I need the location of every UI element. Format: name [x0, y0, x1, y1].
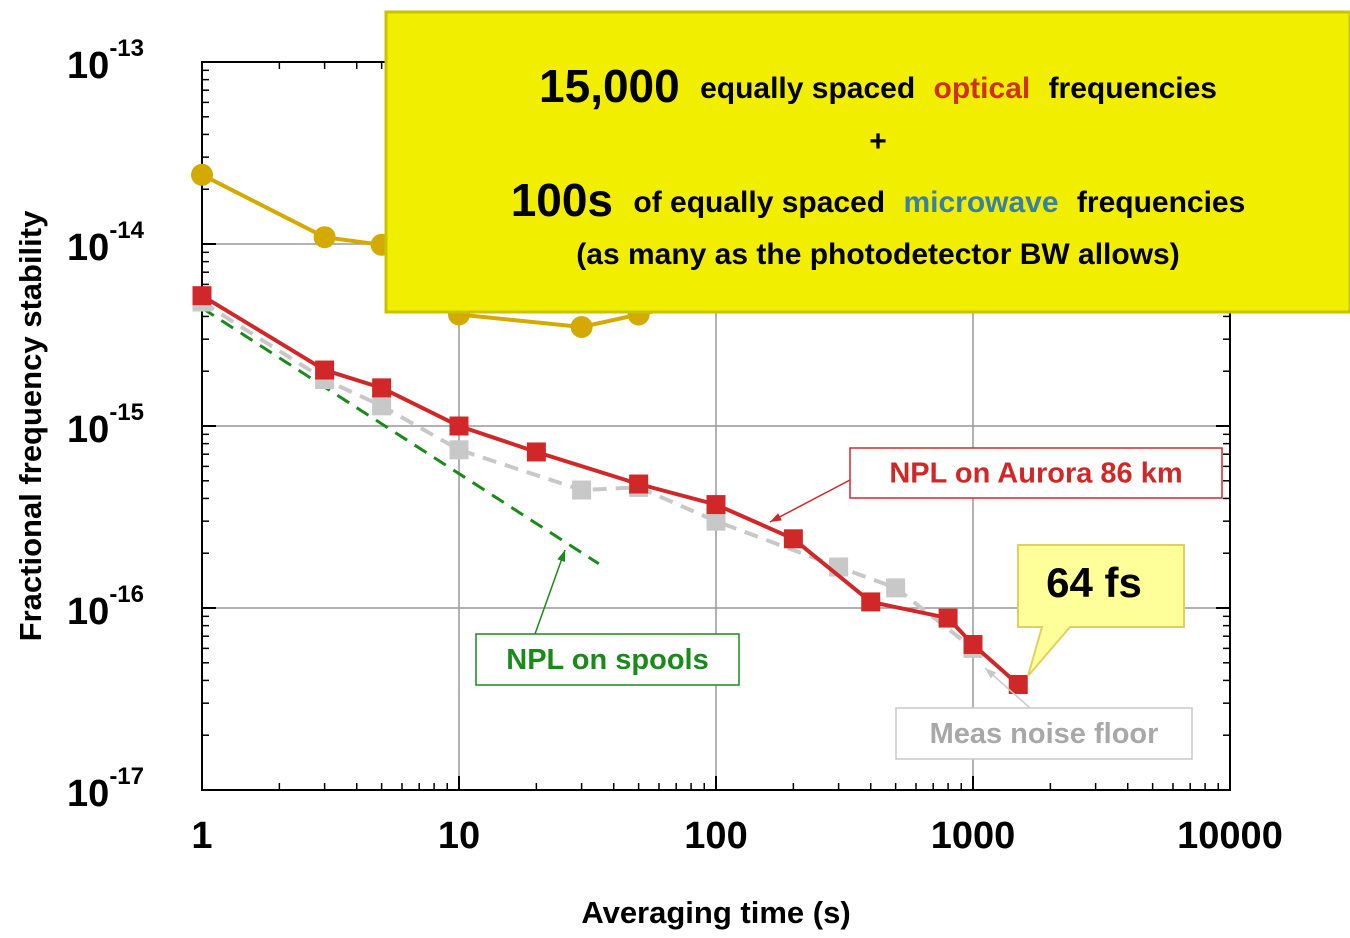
- marker: [572, 480, 592, 500]
- marker: [449, 440, 469, 460]
- marker: [629, 474, 649, 494]
- y-tick-base: 10: [67, 409, 109, 451]
- annotation-text: microwave: [903, 186, 1058, 219]
- marker: [706, 511, 726, 531]
- marker: [526, 442, 546, 462]
- annotation-text: 15,000: [539, 60, 680, 112]
- annotation-text: +: [869, 125, 887, 158]
- y-tick-label: 10-14: [67, 217, 145, 269]
- label-arrowhead: [770, 513, 782, 522]
- y-tick-base: 10: [67, 773, 109, 815]
- series-label: NPL on Aurora 86 km: [889, 458, 1182, 490]
- marker: [315, 360, 335, 380]
- marker: [191, 163, 213, 186]
- y-tick-label: 10-13: [67, 35, 144, 87]
- annotation-text: frequencies: [1077, 186, 1245, 219]
- y-tick-exponent: -17: [109, 763, 144, 790]
- marker: [372, 378, 392, 398]
- label-arrow: [769, 479, 851, 523]
- y-tick-base: 10: [67, 227, 109, 269]
- marker: [313, 226, 336, 249]
- y-tick-exponent: -15: [109, 399, 144, 426]
- label-box: [849, 447, 1223, 499]
- callout-box: [1017, 544, 1185, 677]
- marker: [963, 635, 983, 655]
- y-tick-label: 10-15: [67, 399, 144, 451]
- annotation-line: +: [869, 125, 887, 158]
- annotation-text: of equally spaced: [633, 186, 885, 219]
- x-tick-label: 10000: [1177, 815, 1283, 857]
- y-tick-exponent: -14: [109, 217, 144, 244]
- marker: [192, 286, 212, 306]
- annotation-line: (as many as the photodetector BW allows): [576, 238, 1179, 271]
- y-tick-base: 10: [67, 591, 109, 633]
- annotation-text: (as many as the photodetector BW allows): [576, 238, 1179, 271]
- label-arrowhead: [985, 668, 997, 679]
- annotations: 15,000 equally spaced optical frequencie…: [384, 10, 1350, 677]
- annotation-text: equally spaced: [700, 72, 915, 105]
- y-tick-label: 10-16: [67, 581, 144, 633]
- series-label: NPL on spools: [506, 644, 708, 676]
- marker: [372, 396, 392, 416]
- marker: [938, 608, 958, 628]
- x-tick-label: 1000: [931, 815, 1016, 857]
- x-tick-label: 10: [438, 815, 480, 857]
- callout-text: 64 fs: [1046, 559, 1142, 606]
- annotation-text: 100s: [511, 174, 613, 226]
- marker: [783, 529, 803, 549]
- annotation-text: frequencies: [1049, 72, 1217, 105]
- annotation-line: 100s of equally spaced microwave frequen…: [511, 174, 1246, 226]
- x-tick-label: 1: [191, 815, 212, 857]
- annotation-text: optical: [934, 72, 1031, 105]
- marker: [861, 592, 881, 612]
- marker: [449, 416, 469, 436]
- y-tick-exponent: -13: [109, 35, 144, 62]
- x-axis-title: Averaging time (s): [581, 895, 850, 930]
- marker: [886, 578, 906, 598]
- annotation-box: [384, 10, 1350, 314]
- series-line: [201, 306, 600, 566]
- marker: [1008, 674, 1028, 694]
- y-axis-title: Fractional frequency stability: [13, 210, 48, 641]
- y-tick-exponent: -16: [109, 581, 144, 608]
- label-arrow: [534, 549, 566, 635]
- x-tick-label: 100: [684, 815, 747, 857]
- label-arrowhead: [557, 550, 566, 562]
- annotation-line: 15,000 equally spaced optical frequencie…: [539, 60, 1217, 112]
- label-box: [895, 707, 1193, 760]
- series-label: Meas noise floor: [930, 718, 1159, 750]
- y-tick-label: 10-17: [67, 763, 144, 815]
- y-tick-base: 10: [67, 45, 109, 87]
- marker: [570, 315, 593, 338]
- marker: [706, 495, 726, 515]
- label-box: [475, 633, 740, 686]
